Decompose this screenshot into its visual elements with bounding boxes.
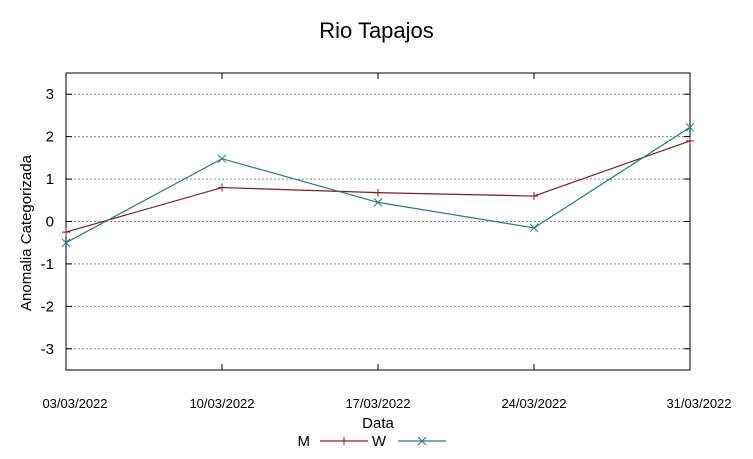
- series-line-m: [65, 140, 691, 233]
- y-tick-label: 3: [46, 86, 54, 103]
- x-tick-label: 24/03/2022: [501, 396, 566, 411]
- y-tick-label: 2: [46, 129, 54, 146]
- x-axis-label: Data: [362, 415, 394, 432]
- x-tick-label: 31/03/2022: [666, 396, 731, 411]
- x-axis-ticks: 03/03/2022 10/03/2022 17/03/2022 24/03/2022…: [42, 73, 732, 411]
- point-marker-x: [417, 436, 427, 446]
- y-axis-label: Anomalia Categorizada: [18, 154, 35, 311]
- x-tick-label: 03/03/2022: [42, 396, 107, 411]
- series-m: [62, 136, 694, 237]
- y-tick-label: -2: [41, 298, 54, 315]
- y-tick-label: -1: [41, 256, 54, 273]
- x-tick-label: 17/03/2022: [345, 396, 410, 411]
- chart-title: Rio Tapajos: [319, 18, 434, 43]
- point-marker-x: [685, 122, 695, 132]
- point-marker-x: [61, 238, 71, 248]
- point-marker-x: [217, 154, 227, 164]
- legend-item-w: W: [372, 433, 446, 450]
- series-w: [61, 122, 695, 248]
- y-axis-ticks: -3 -2 -1 0 1 2 3: [41, 86, 690, 358]
- series-lines: [61, 122, 695, 248]
- grid-lines: [66, 93, 690, 350]
- y-tick-label: 0: [46, 214, 54, 231]
- point-marker-x: [373, 198, 383, 207]
- x-tick-label: 10/03/2022: [189, 396, 254, 411]
- series-line-w: [65, 126, 691, 244]
- point-marker-x: [529, 223, 539, 233]
- legend-label: M: [298, 433, 311, 450]
- y-tick-label: -3: [41, 341, 54, 358]
- legend-item-m: M: [298, 433, 368, 450]
- legend-label: W: [372, 433, 387, 450]
- y-tick-label: 1: [46, 171, 54, 188]
